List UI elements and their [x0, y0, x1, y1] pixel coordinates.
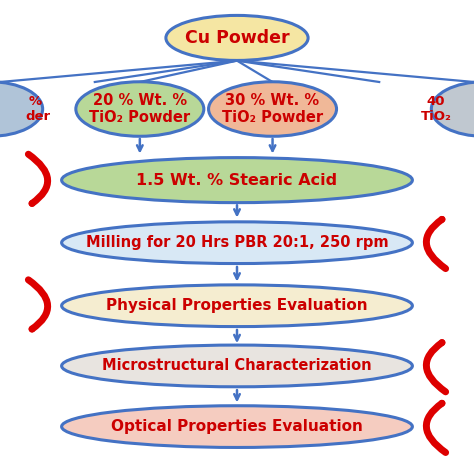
Ellipse shape: [62, 285, 412, 327]
Text: 20 % Wt. %
TiO₂ Powder: 20 % Wt. % TiO₂ Powder: [89, 93, 191, 125]
FancyArrowPatch shape: [426, 343, 446, 392]
FancyArrowPatch shape: [426, 219, 446, 269]
Ellipse shape: [62, 406, 412, 447]
Ellipse shape: [62, 158, 412, 203]
Text: Optical Properties Evaluation: Optical Properties Evaluation: [111, 419, 363, 434]
Ellipse shape: [62, 222, 412, 264]
Text: Microstructural Characterization: Microstructural Characterization: [102, 358, 372, 374]
Ellipse shape: [431, 82, 474, 137]
Text: Cu Powder: Cu Powder: [185, 29, 289, 47]
Text: 30 % Wt. %
TiO₂ Powder: 30 % Wt. % TiO₂ Powder: [222, 93, 323, 125]
Ellipse shape: [166, 15, 308, 60]
FancyArrowPatch shape: [28, 154, 48, 203]
Ellipse shape: [0, 82, 43, 137]
FancyArrowPatch shape: [28, 280, 48, 329]
Text: % 
der: % der: [25, 95, 51, 123]
FancyArrowPatch shape: [426, 403, 446, 453]
Ellipse shape: [209, 82, 337, 137]
Text: Milling for 20 Hrs PBR 20:1, 250 rpm: Milling for 20 Hrs PBR 20:1, 250 rpm: [86, 235, 388, 250]
Text: 1.5 Wt. % Stearic Acid: 1.5 Wt. % Stearic Acid: [137, 173, 337, 188]
Text: 40
TiO₂: 40 TiO₂: [420, 95, 452, 123]
Text: Physical Properties Evaluation: Physical Properties Evaluation: [106, 298, 368, 313]
Ellipse shape: [62, 345, 412, 387]
Ellipse shape: [76, 82, 204, 137]
